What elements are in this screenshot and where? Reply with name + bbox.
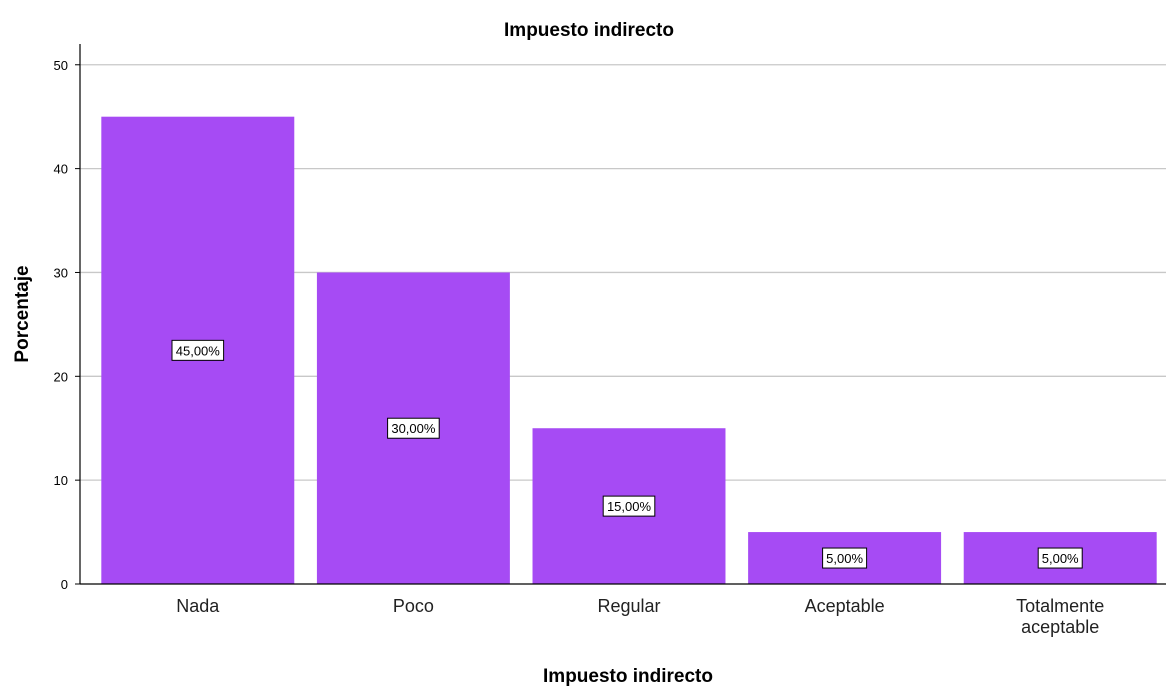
x-tick-label: Aceptable <box>805 596 885 616</box>
x-tick-label: Nada <box>176 596 220 616</box>
chart-title: Impuesto indirecto <box>504 20 674 41</box>
data-label: 5,00% <box>1042 551 1079 566</box>
data-labels: 45,00% 30,00% 15,00% 5,00% 5,00% <box>171 339 1083 569</box>
x-tick-label: Regular <box>597 596 660 616</box>
data-label: 45,00% <box>176 343 221 358</box>
x-tick-label-line: Poco <box>393 596 434 616</box>
data-label-box <box>602 495 656 517</box>
y-axis-ticks: 0 10 20 30 40 50 <box>54 58 80 592</box>
y-tick-label: 0 <box>61 577 68 592</box>
data-label-box <box>387 417 440 439</box>
x-tick-label: Totalmente aceptable <box>1016 596 1104 637</box>
data-label: 30,00% <box>391 421 436 436</box>
x-tick-label-line: Aceptable <box>805 596 885 616</box>
data-label: 15,00% <box>607 499 652 514</box>
y-tick-label: 50 <box>54 58 68 73</box>
x-tick-label-line: Regular <box>597 596 660 616</box>
x-axis-ticks: Nada Poco Regular Aceptable Totalmente acepta… <box>176 596 1104 637</box>
x-tick-label: Poco <box>393 596 434 616</box>
data-label-box <box>1037 547 1083 569</box>
y-axis-title: Porcentaje <box>12 265 33 362</box>
y-tick-label: 10 <box>54 473 68 488</box>
x-tick-label-line: Totalmente <box>1016 596 1104 616</box>
data-label: 5,00% <box>826 551 863 566</box>
x-axis-title: Impuesto indirecto <box>543 666 713 686</box>
data-label-box <box>171 339 225 361</box>
y-tick-label: 40 <box>54 162 68 177</box>
axes <box>79 44 1166 585</box>
x-tick-label-line: aceptable <box>1021 617 1099 637</box>
y-tick-label: 30 <box>54 265 68 280</box>
data-label-box <box>822 547 868 569</box>
y-tick-label: 20 <box>54 369 68 384</box>
x-tick-label-line: Nada <box>176 596 220 616</box>
